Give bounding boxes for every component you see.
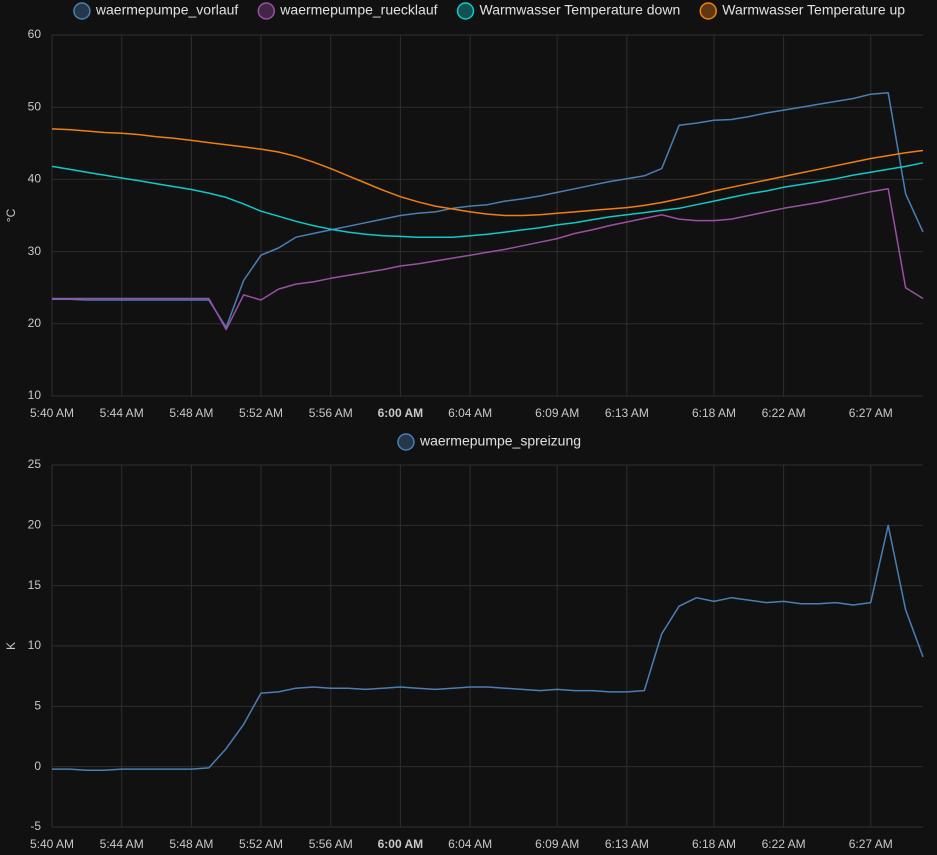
y-tick-label: 15 (28, 578, 42, 592)
x-tick-label: 6:00 AM (378, 406, 424, 420)
series-line (51, 162, 924, 238)
series-line (52, 188, 924, 331)
legend-label[interactable]: waermepumpe_vorlauf (95, 2, 239, 18)
x-tick-label: 5:56 AM (309, 406, 353, 420)
x-tick-label: 5:40 AM (30, 837, 74, 851)
series-line (51, 128, 924, 217)
x-tick-label: 6:09 AM (535, 837, 579, 851)
series-line (52, 524, 924, 772)
x-tick-label: 6:00 AM (378, 837, 424, 851)
x-tick-label: 5:44 AM (100, 406, 144, 420)
y-tick-label: 30 (28, 244, 42, 258)
x-tick-label: 6:22 AM (762, 406, 806, 420)
x-tick-label: 6:22 AM (762, 837, 806, 851)
legend-label[interactable]: waermepumpe_spreizung (419, 433, 581, 449)
x-tick-label: 6:13 AM (605, 406, 649, 420)
x-tick-label: 6:09 AM (535, 406, 579, 420)
x-tick-label: 6:18 AM (692, 406, 736, 420)
y-tick-label: 5 (34, 699, 41, 713)
y-axis-label: K (4, 642, 18, 650)
legend-marker[interactable] (257, 2, 276, 20)
y-tick-label: 0 (34, 759, 41, 773)
x-tick-label: 6:27 AM (849, 837, 893, 851)
x-tick-label: 6:27 AM (849, 406, 893, 420)
legend-label[interactable]: Warmwasser Temperature down (480, 2, 681, 18)
legend-marker[interactable] (73, 2, 91, 20)
x-tick-label: 6:04 AM (448, 837, 492, 851)
y-tick-label: 20 (28, 518, 42, 532)
y-axis-label: °C (4, 208, 18, 222)
y-tick-label: 10 (28, 638, 42, 652)
legend-marker[interactable] (699, 2, 718, 20)
x-tick-label: 5:48 AM (169, 406, 213, 420)
legend-label[interactable]: waermepumpe_ruecklauf (279, 2, 437, 18)
x-tick-label: 6:04 AM (448, 406, 492, 420)
x-tick-label: 6:18 AM (692, 837, 736, 851)
x-tick-label: 5:40 AM (30, 406, 74, 420)
y-tick-label: 25 (28, 457, 42, 471)
x-tick-label: 5:52 AM (239, 406, 283, 420)
legend-label[interactable]: Warmwasser Temperature up (722, 2, 905, 18)
series-line (52, 92, 924, 329)
y-tick-label: -5 (30, 819, 41, 833)
x-tick-label: 5:48 AM (169, 837, 213, 851)
y-tick-label: 40 (28, 172, 42, 186)
x-tick-label: 5:44 AM (100, 837, 144, 851)
y-tick-label: 20 (28, 316, 42, 330)
legend-marker[interactable] (397, 433, 415, 451)
y-tick-label: 50 (28, 99, 42, 113)
y-tick-label: 10 (28, 388, 42, 402)
legend-marker[interactable] (456, 2, 475, 20)
x-tick-label: 5:52 AM (239, 837, 283, 851)
y-tick-label: 60 (28, 27, 42, 41)
x-tick-label: 6:13 AM (605, 837, 649, 851)
x-tick-label: 5:56 AM (309, 837, 353, 851)
